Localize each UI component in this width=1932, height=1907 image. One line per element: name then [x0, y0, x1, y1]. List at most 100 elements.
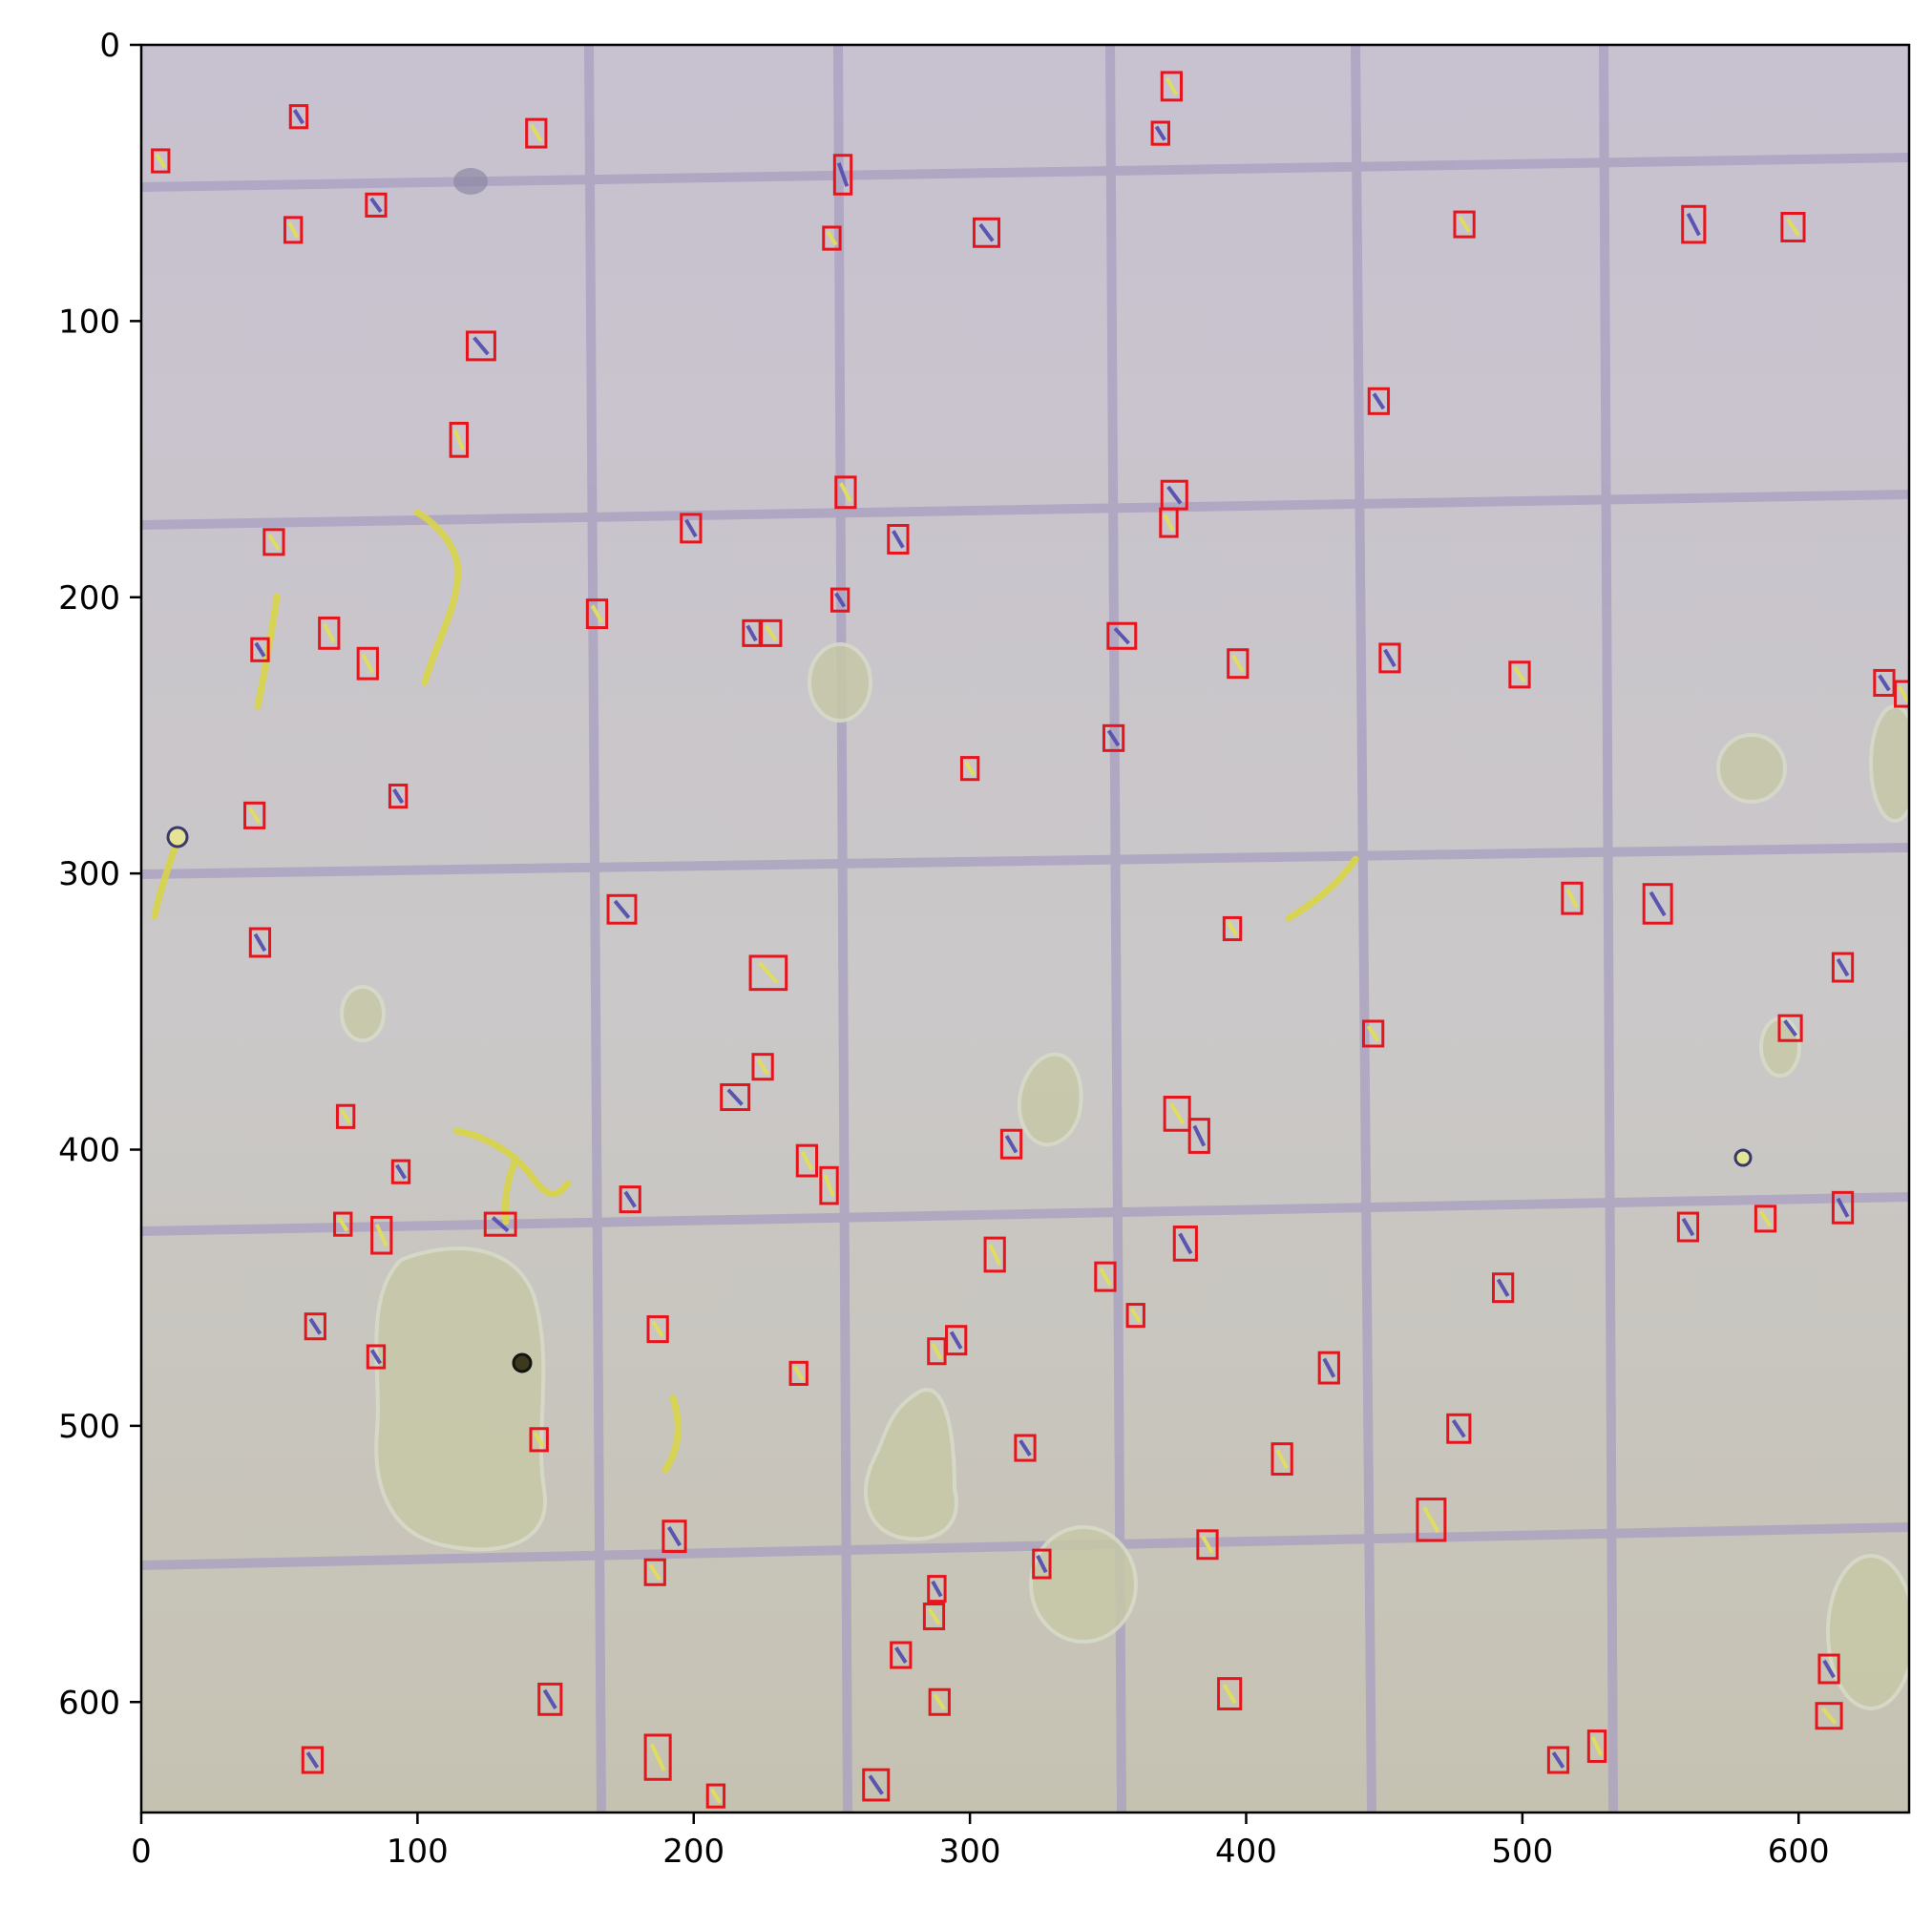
detection-box — [643, 1733, 672, 1781]
detection-box — [1196, 1529, 1219, 1561]
x-axis: 0 100 200 300 400 500 600 — [131, 1813, 1830, 1871]
organism-mark — [1222, 1683, 1237, 1705]
detection-box — [1361, 1019, 1385, 1048]
counting-grid — [141, 45, 1909, 1813]
organism-mark — [1496, 1278, 1510, 1297]
detection-box — [283, 216, 304, 244]
detection-box — [390, 1159, 411, 1184]
detection-box — [1894, 680, 1909, 708]
detection-box — [356, 646, 379, 681]
x-tick-label: 500 — [1491, 1833, 1553, 1871]
organism-mark — [452, 429, 465, 451]
detection-box — [483, 1211, 517, 1237]
organism-mark — [374, 1224, 388, 1247]
organism-mark — [392, 788, 405, 805]
organism-mark — [1898, 685, 1909, 702]
organism-mark — [340, 1108, 352, 1124]
organism-mark — [369, 197, 383, 213]
y-tick-label: 400 — [58, 1132, 120, 1170]
y-tick-label: 100 — [58, 303, 120, 341]
organism-mark — [491, 1216, 510, 1233]
detection-box — [1817, 1653, 1840, 1685]
organism-mark — [1113, 627, 1130, 645]
detection-box — [983, 1236, 1006, 1273]
detection-box — [1032, 1548, 1052, 1580]
detection-box — [529, 1427, 549, 1453]
organism-mark — [155, 153, 167, 169]
detection-box — [834, 475, 857, 510]
organism-mark — [1681, 1217, 1695, 1237]
detection-box — [1172, 1226, 1198, 1262]
detection-box — [1160, 71, 1183, 102]
detection-box — [606, 893, 638, 925]
organism-mark — [1565, 888, 1579, 909]
organism-mark — [590, 604, 604, 623]
organism-mark — [308, 1317, 323, 1335]
organism-mark — [792, 1365, 805, 1381]
detection-box — [862, 1768, 891, 1802]
organism-mark — [394, 1163, 408, 1180]
detection-box — [890, 1641, 913, 1669]
detection-box — [1546, 1746, 1570, 1774]
organism-mark — [254, 641, 266, 658]
detection-box — [1159, 507, 1179, 538]
organism-mark — [648, 1563, 662, 1582]
detection-box — [972, 217, 1001, 248]
organism-mark — [1686, 212, 1701, 237]
detection-box — [248, 927, 272, 958]
y-tick-label: 0 — [99, 27, 120, 65]
detection-box — [748, 954, 788, 992]
detection-boxes — [151, 71, 1909, 1809]
detection-box — [333, 1211, 353, 1237]
detection-box — [788, 1360, 808, 1386]
organism-mark — [757, 961, 779, 985]
organism-mark — [305, 1751, 320, 1769]
organism-mark — [1168, 1102, 1186, 1125]
organism-mark — [649, 1743, 666, 1771]
organism-mark — [1451, 1418, 1466, 1438]
organism-mark — [1822, 1659, 1836, 1679]
detection-box — [1815, 1702, 1843, 1730]
detection-box — [1642, 883, 1673, 925]
organism-mark — [931, 1580, 943, 1598]
y-tick-label: 500 — [58, 1408, 120, 1446]
detection-box — [1831, 1190, 1855, 1225]
detection-box — [1217, 1677, 1243, 1710]
detection-box — [1378, 642, 1401, 674]
detection-box — [1317, 1351, 1340, 1385]
x-tick-label: 0 — [131, 1833, 152, 1871]
detection-box — [1561, 881, 1584, 915]
detection-box — [1094, 1261, 1117, 1292]
organism-mark — [287, 221, 300, 239]
detection-box — [922, 1603, 946, 1631]
organism-mark — [361, 653, 375, 674]
y-tick-label: 300 — [58, 855, 120, 893]
organism-mark — [247, 807, 262, 825]
detection-box — [288, 104, 309, 130]
detection-box — [525, 117, 548, 149]
organism-mark — [267, 533, 281, 551]
detection-box — [999, 1128, 1023, 1160]
organism-mark — [337, 1216, 349, 1232]
organism-mark — [1004, 1135, 1018, 1154]
detection-box — [1780, 212, 1806, 242]
detection-box — [365, 192, 388, 218]
detection-box — [388, 784, 409, 809]
organism-mark — [1758, 1209, 1773, 1227]
detection-box — [1453, 210, 1476, 239]
detection-box — [449, 421, 469, 458]
organism-mark — [1129, 1308, 1142, 1324]
detection-box — [1416, 1498, 1447, 1542]
detection-box — [619, 1185, 641, 1214]
organism-mark — [964, 761, 976, 777]
organism-mark — [666, 1526, 682, 1547]
organism-mark — [931, 1342, 943, 1360]
detection-box — [243, 801, 266, 829]
detection-box — [301, 1746, 325, 1774]
organism-mark — [988, 1244, 1002, 1266]
organism-mark — [1878, 674, 1891, 692]
organism-mark — [1018, 1439, 1032, 1456]
detection-box — [643, 1558, 666, 1586]
organism-mark — [623, 1190, 637, 1208]
